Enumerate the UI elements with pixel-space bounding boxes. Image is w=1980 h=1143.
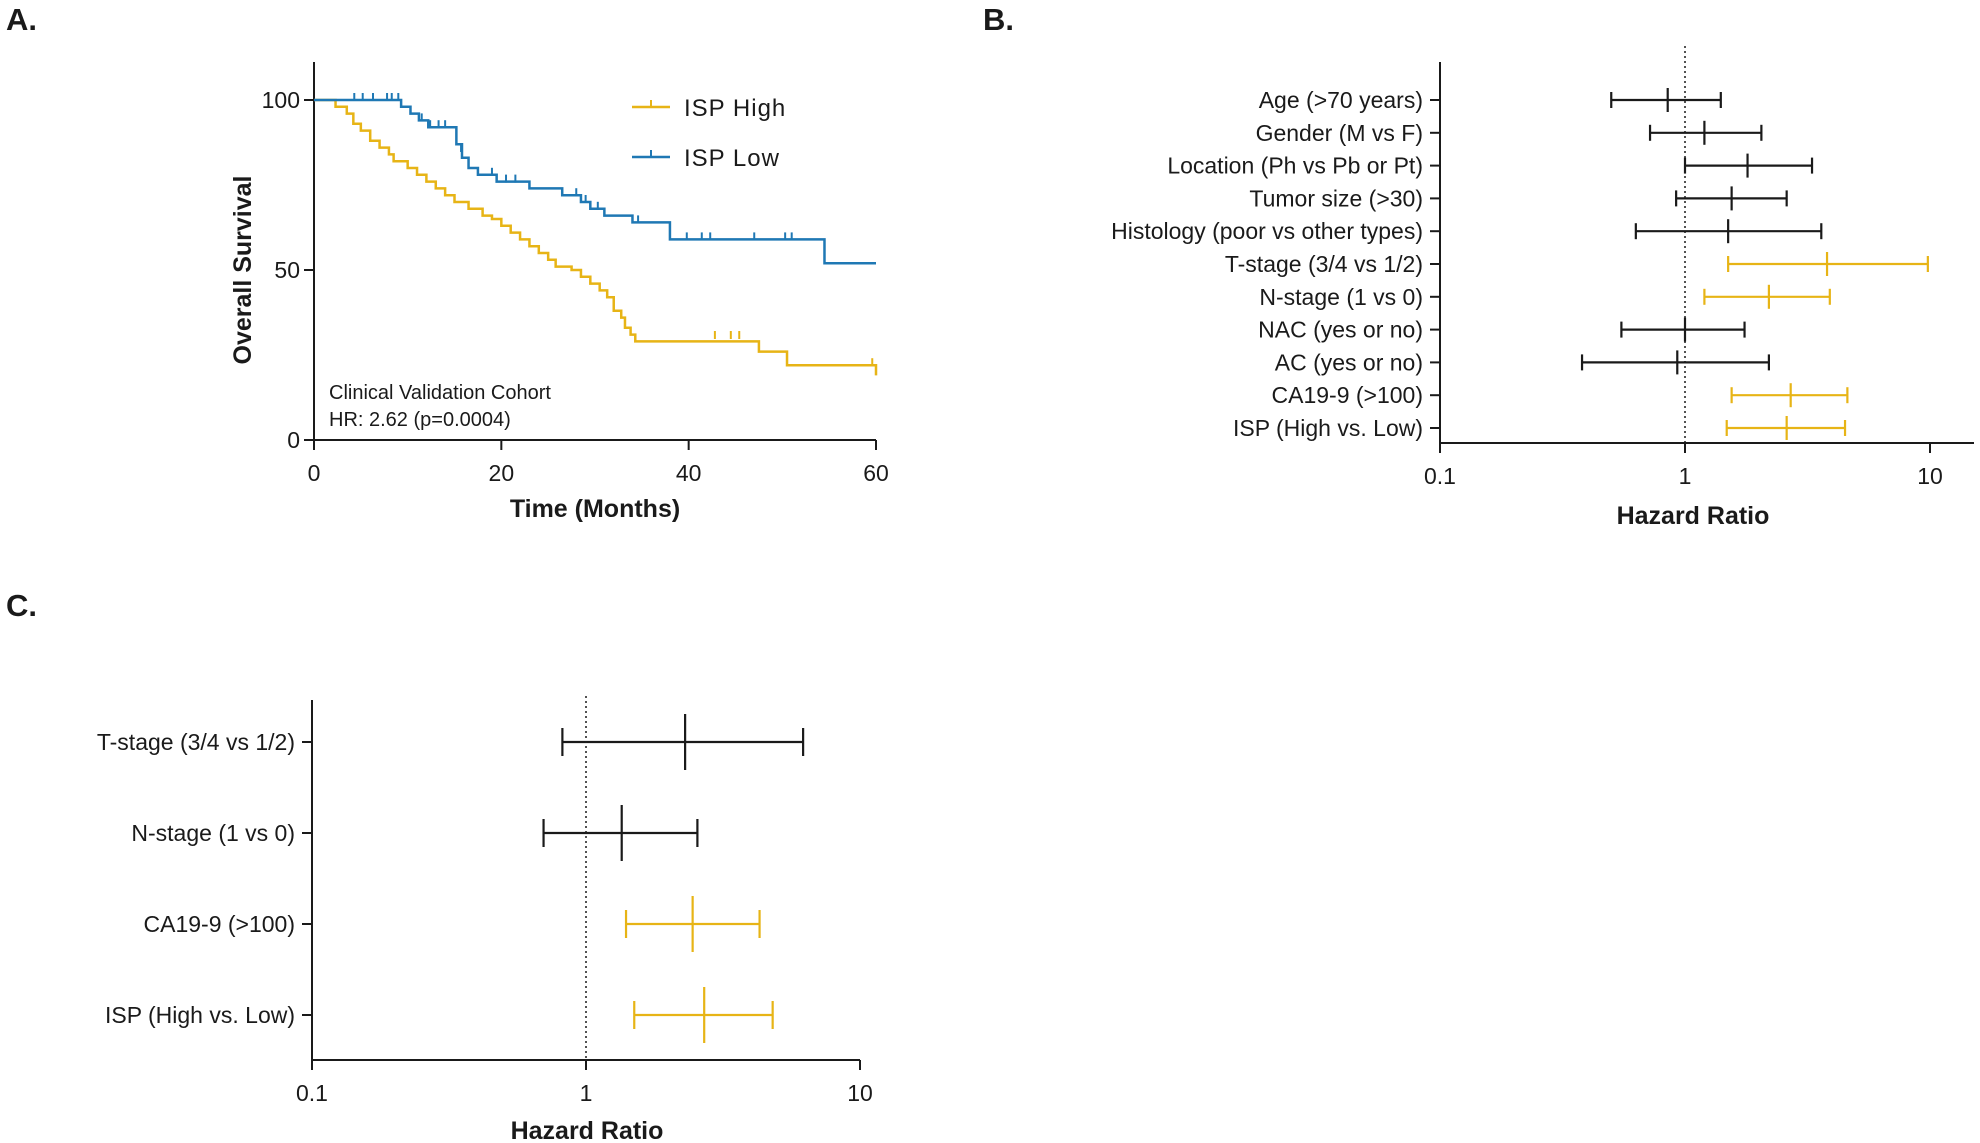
annotation-cohort: Clinical Validation Cohort (329, 382, 551, 404)
panel-a: A. 0 50 100 0 20 40 60 Time (Months) Overall Surv… (6, 2, 889, 523)
row-label: T-stage (3/4 vs 1/2) (97, 729, 295, 755)
annotation-hr: HR: 2.62 (p=0.0004) (329, 409, 511, 431)
row-label: ISP (High vs. Low) (105, 1002, 295, 1028)
y-tick-label: 0 (287, 427, 300, 453)
panel-a-label: A. (6, 2, 37, 37)
x-tick-label: 0.1 (1424, 463, 1456, 489)
x-tick-label: 20 (489, 460, 515, 486)
panel-c: C. 0.1 1 10 Hazard Ratio T-stage (3/4 vs 1/2)… (6, 588, 873, 1143)
row-label: NAC (yes or no) (1258, 317, 1423, 343)
row-label: Age (>70 years) (1259, 87, 1423, 113)
row-label: ISP (High vs. Low) (1233, 415, 1423, 441)
row-label: T-stage (3/4 vs 1/2) (1225, 251, 1423, 277)
row-label: Gender (M vs F) (1256, 120, 1423, 146)
legend-label: ISP High (684, 95, 786, 122)
x-tick-label: 1 (1679, 463, 1692, 489)
x-tick-label: 0 (308, 460, 321, 486)
x-tick-label: 10 (1917, 463, 1943, 489)
row-label: Tumor size (>30) (1249, 185, 1423, 211)
row-label: Location (Ph vs Pb or Pt) (1167, 153, 1423, 179)
x-axis-title: Hazard Ratio (511, 1117, 664, 1143)
y-tick-label: 50 (274, 257, 300, 283)
panel-c-label: C. (6, 588, 37, 623)
x-tick-label: 60 (863, 460, 889, 486)
x-tick-label: 10 (847, 1080, 873, 1106)
panel-b-label: B. (983, 2, 1014, 37)
row-label: N-stage (1 vs 0) (131, 820, 295, 846)
row-label: CA19-9 (>100) (144, 911, 296, 937)
survival-curve-isp-low (314, 98, 876, 265)
x-tick-label: 0.1 (296, 1080, 328, 1106)
row-label: N-stage (1 vs 0) (1259, 284, 1423, 310)
legend-label: ISP Low (684, 145, 780, 172)
x-tick-label: 40 (676, 460, 702, 486)
row-label: CA19-9 (>100) (1272, 382, 1424, 408)
x-tick-label: 1 (580, 1080, 593, 1106)
y-tick-label: 100 (262, 87, 300, 113)
row-label: AC (yes or no) (1275, 349, 1423, 375)
x-axis-title: Time (Months) (510, 495, 680, 523)
survival-curve-isp-high (314, 98, 878, 376)
x-axis-title: Hazard Ratio (1617, 502, 1770, 530)
y-axis-title: Overall Survival (229, 175, 257, 364)
row-label: Histology (poor vs other types) (1111, 218, 1423, 244)
panel-b: B. 0.1 1 10 Hazard Ratio Age (>70 years) Gende… (983, 2, 1974, 530)
